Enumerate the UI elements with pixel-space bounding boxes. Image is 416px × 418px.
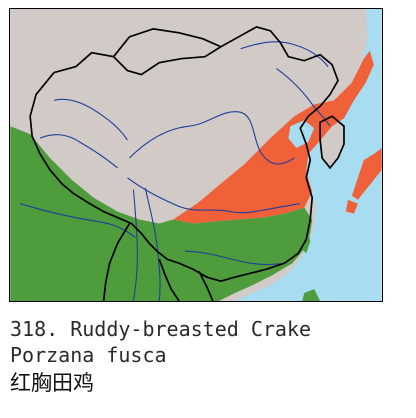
resident-range	[10, 126, 313, 301]
philippines-fragment	[302, 289, 321, 301]
northeast-river	[276, 68, 331, 127]
china-border	[29, 25, 339, 283]
korea-border	[319, 115, 345, 170]
species-caption: 318. Ruddy-breasted Crake Porzana fusca …	[10, 316, 410, 398]
yellow-river	[129, 111, 295, 165]
mekong-river	[144, 187, 161, 301]
southeast-asia-border	[102, 223, 214, 301]
bohai-gulf	[288, 120, 315, 149]
breeding-range	[173, 50, 374, 224]
upper-river-1	[39, 134, 118, 169]
species-scientific-name: Porzana fusca	[10, 343, 167, 367]
distribution-map-icon	[10, 9, 382, 301]
upper-river-2	[53, 98, 128, 141]
yangtze-river	[127, 177, 301, 214]
japan-island	[351, 148, 382, 200]
borders	[29, 25, 345, 301]
distribution-map	[9, 8, 383, 302]
mongolia-border	[112, 27, 222, 58]
amur-river	[240, 41, 329, 67]
japan-island-south	[345, 199, 358, 214]
west-river	[185, 250, 285, 266]
salween-river	[132, 189, 138, 301]
species-chinese-name: 红胸田鸡	[10, 371, 94, 395]
species-number-and-english-name: 318. Ruddy-breasted Crake	[10, 317, 312, 341]
